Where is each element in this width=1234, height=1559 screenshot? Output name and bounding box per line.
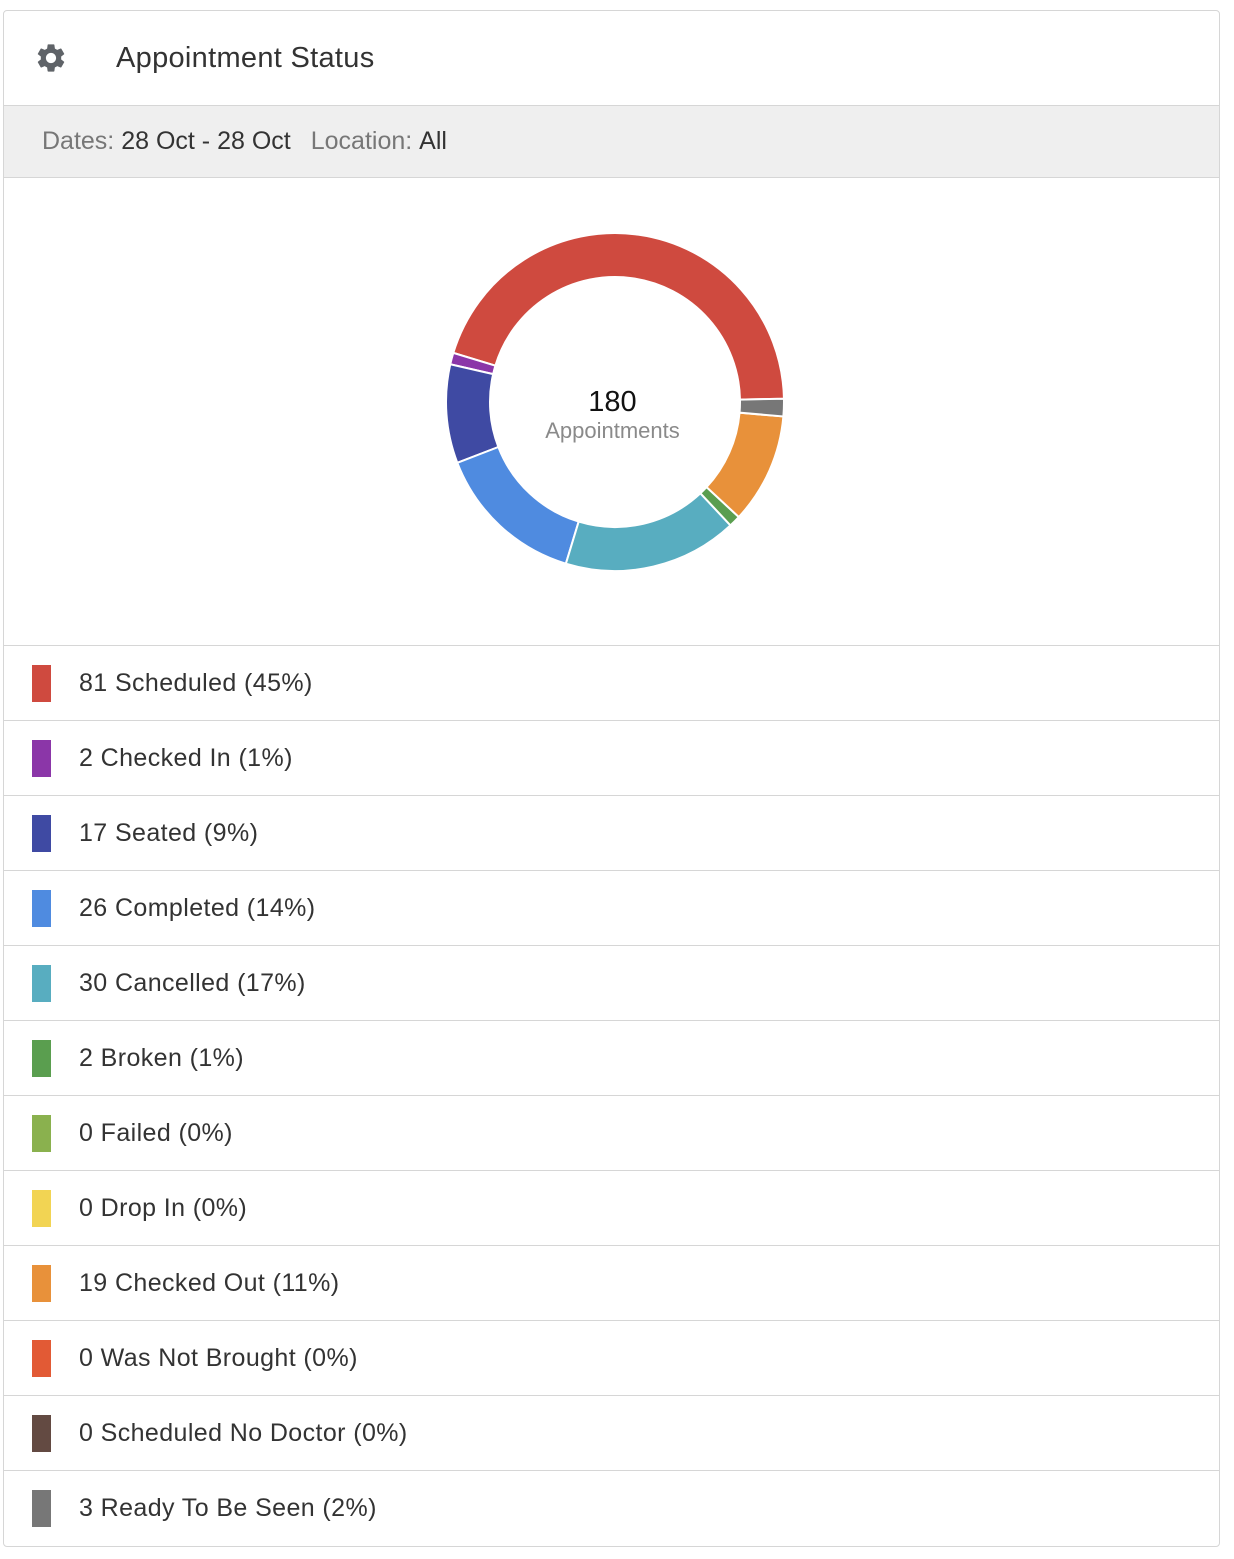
legend-item[interactable]: 3 Ready To Be Seen (2%) bbox=[4, 1471, 1219, 1546]
filter-bar: Dates: 28 Oct - 28 Oct Location: All bbox=[4, 106, 1219, 178]
legend-item[interactable]: 19 Checked Out (11%) bbox=[4, 1246, 1219, 1321]
gear-icon[interactable] bbox=[34, 41, 68, 75]
legend-list: 81 Scheduled (45%) 2 Checked In (1%) 17 Se… bbox=[4, 646, 1219, 1546]
legend-label: 0 Scheduled No Doctor (0%) bbox=[79, 1418, 408, 1447]
appointment-status-card: Appointment Status Dates: 28 Oct - 28 Oc… bbox=[3, 10, 1220, 1547]
legend-swatch bbox=[32, 1339, 51, 1377]
legend-label: 17 Seated (9%) bbox=[79, 818, 259, 847]
legend-swatch bbox=[32, 1490, 51, 1527]
legend-swatch bbox=[32, 664, 51, 702]
legend-label: 26 Completed (14%) bbox=[79, 893, 316, 922]
legend-item[interactable]: 26 Completed (14%) bbox=[4, 871, 1219, 946]
legend-label: 3 Ready To Be Seen (2%) bbox=[79, 1494, 377, 1522]
donut-slice-cancelled[interactable] bbox=[564, 491, 732, 572]
legend-item[interactable]: 2 Checked In (1%) bbox=[4, 721, 1219, 796]
legend-label: 2 Checked In (1%) bbox=[79, 743, 293, 772]
legend-item[interactable]: 81 Scheduled (45%) bbox=[4, 646, 1219, 721]
legend-item[interactable]: 0 Failed (0%) bbox=[4, 1096, 1219, 1171]
card-title: Appointment Status bbox=[116, 41, 375, 74]
legend-label: 30 Cancelled (17%) bbox=[79, 968, 306, 997]
legend-item[interactable]: 0 Drop In (0%) bbox=[4, 1171, 1219, 1246]
legend-label: 19 Checked Out (11%) bbox=[79, 1268, 340, 1297]
total-appointments: 180 bbox=[588, 386, 637, 418]
legend-swatch bbox=[32, 1114, 51, 1152]
donut-svg bbox=[445, 232, 785, 572]
legend-item[interactable]: 0 Scheduled No Doctor (0%) bbox=[4, 1396, 1219, 1471]
donut-slice-scheduled[interactable] bbox=[452, 232, 785, 401]
legend-swatch bbox=[32, 739, 51, 777]
legend-item[interactable]: 17 Seated (9%) bbox=[4, 796, 1219, 871]
total-label: Appointments bbox=[545, 418, 680, 443]
legend-swatch bbox=[32, 1189, 51, 1227]
legend-swatch bbox=[32, 1264, 51, 1302]
legend-item[interactable]: 2 Broken (1%) bbox=[4, 1021, 1219, 1096]
legend-item[interactable]: 30 Cancelled (17%) bbox=[4, 946, 1219, 1021]
donut-chart: 180 Appointments bbox=[4, 178, 1219, 646]
legend-swatch bbox=[32, 1039, 51, 1077]
location-value[interactable]: All bbox=[419, 127, 447, 155]
donut-slice-completed[interactable] bbox=[456, 445, 580, 565]
legend-item[interactable]: 0 Was Not Brought (0%) bbox=[4, 1321, 1219, 1396]
legend-swatch bbox=[32, 1414, 51, 1452]
dates-value[interactable]: 28 Oct - 28 Oct bbox=[121, 127, 291, 155]
legend-label: 0 Failed (0%) bbox=[79, 1118, 233, 1147]
legend-label: 0 Was Not Brought (0%) bbox=[79, 1343, 358, 1372]
legend-swatch bbox=[32, 889, 51, 927]
location-label: Location: bbox=[310, 127, 413, 155]
legend-label: 81 Scheduled (45%) bbox=[79, 668, 313, 697]
card-header: Appointment Status bbox=[4, 11, 1219, 106]
legend-label: 2 Broken (1%) bbox=[79, 1043, 244, 1072]
legend-swatch bbox=[32, 964, 51, 1002]
legend-label: 0 Drop In (0%) bbox=[79, 1193, 248, 1222]
donut-slice-ready-to-be-seen[interactable] bbox=[738, 397, 785, 418]
dates-label: Dates: bbox=[42, 127, 115, 155]
legend-swatch bbox=[32, 814, 51, 852]
